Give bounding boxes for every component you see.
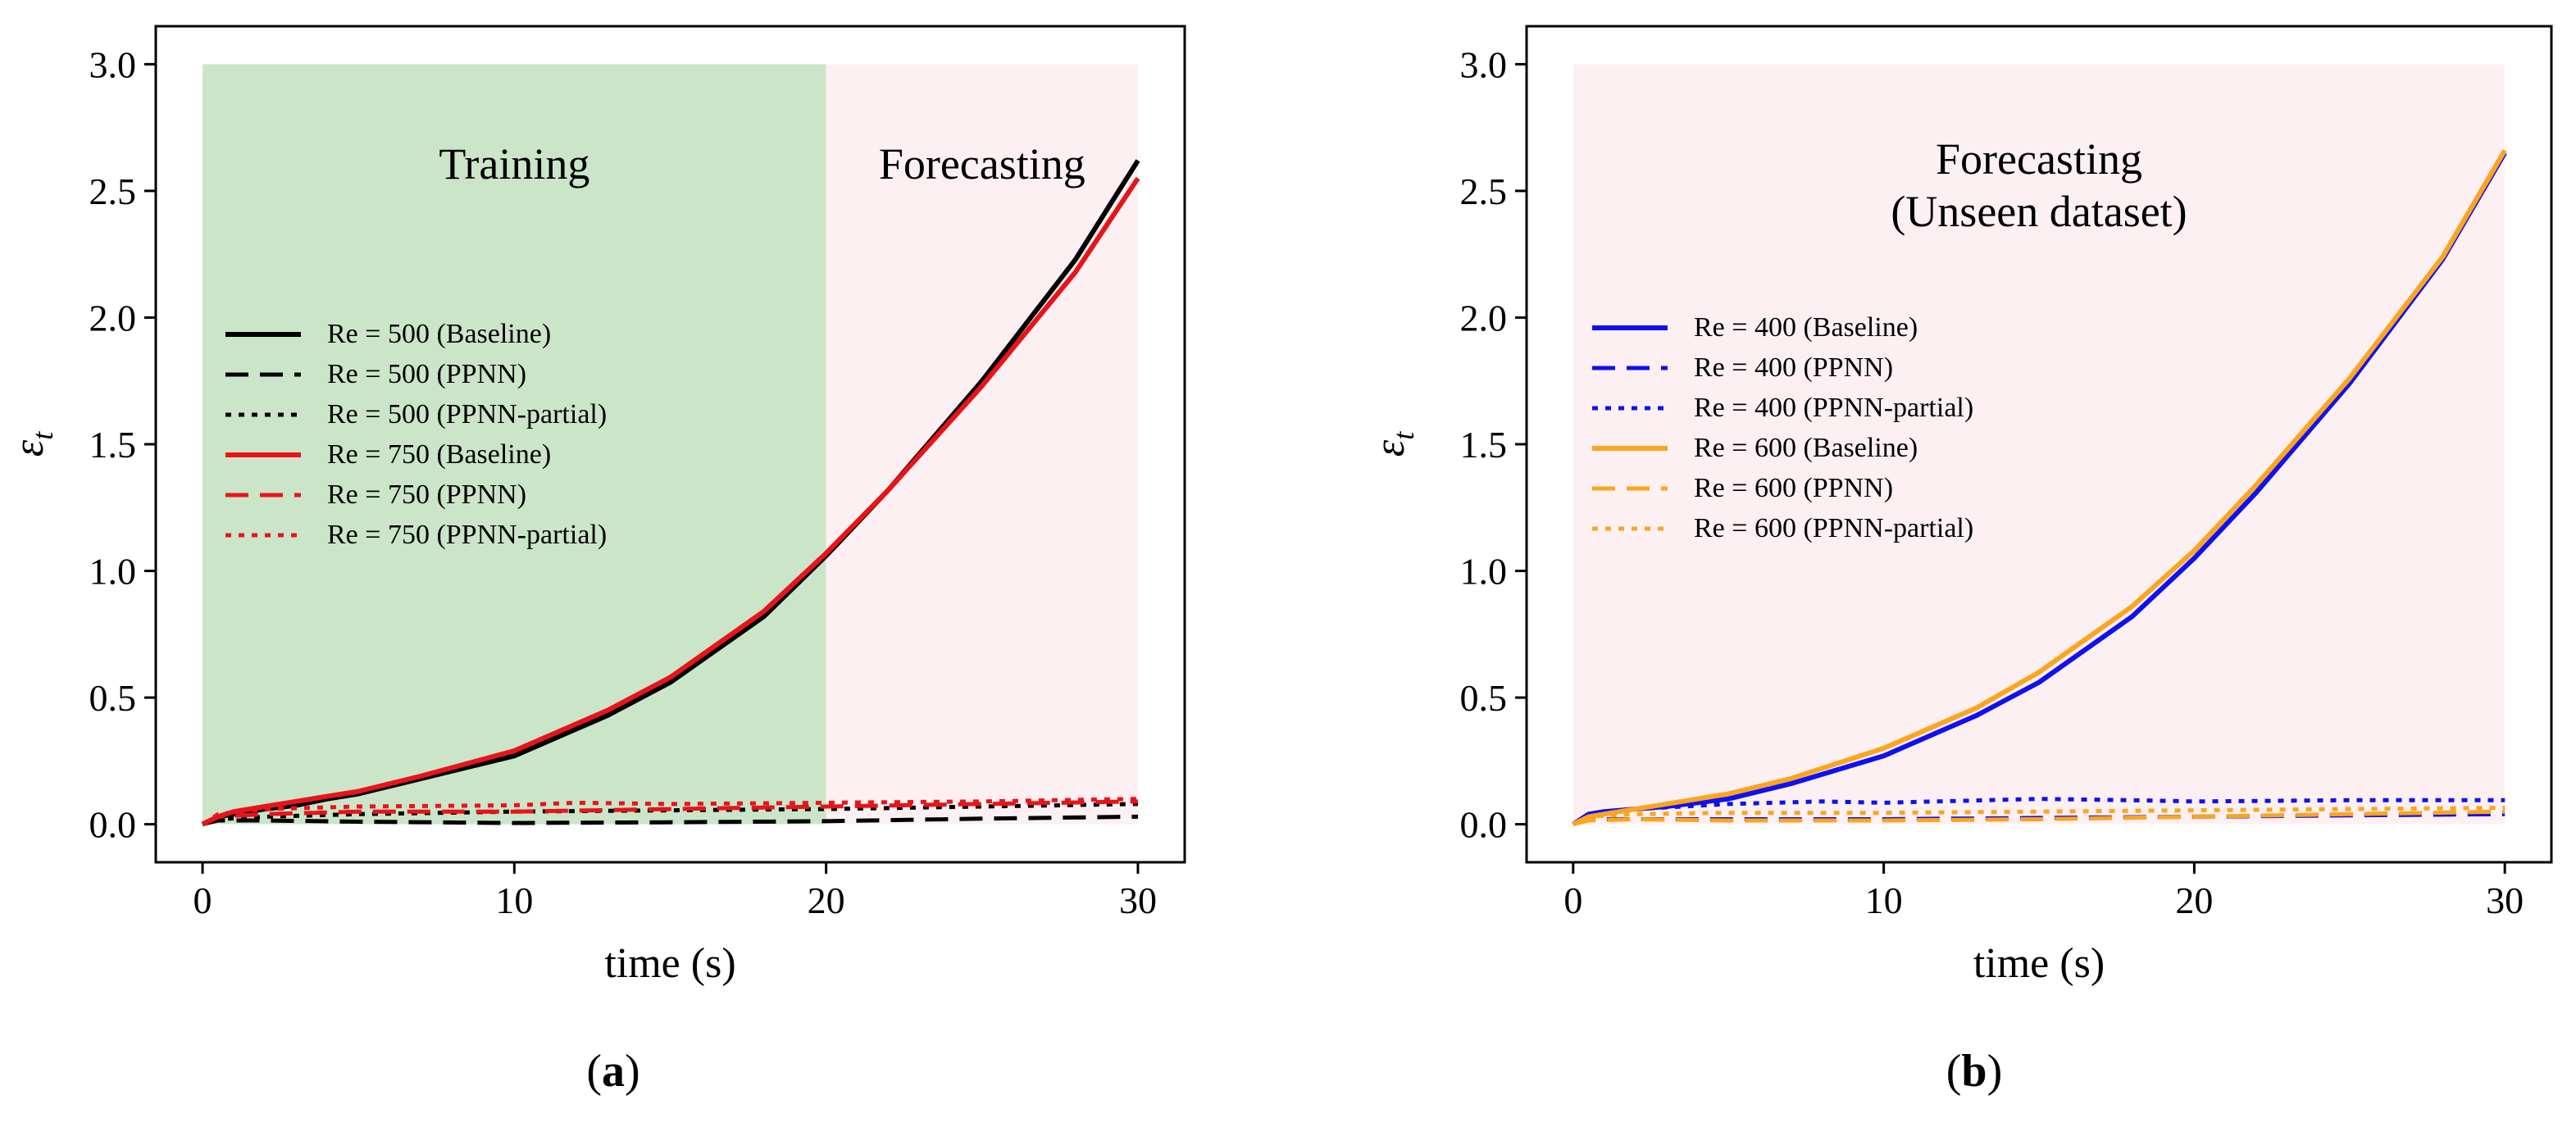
x-tick-label: 10	[495, 879, 533, 921]
legend-entry: Re = 600 (PPNN)	[1694, 473, 1893, 503]
region-0	[1572, 64, 2505, 825]
series-line-3	[1572, 148, 2507, 827]
y-tick-label: 0.5	[89, 677, 137, 719]
x-tick-label: 0	[193, 879, 212, 921]
y-axis-label: εt	[1367, 431, 1420, 457]
y-tick-label: 0.0	[89, 804, 137, 846]
panel-label: (a)	[586, 1046, 639, 1097]
region-label-0: Training	[439, 139, 589, 189]
series-line-4	[1572, 809, 2505, 827]
legend-entry: Re = 600 (PPNN-partial)	[1694, 513, 1973, 543]
legend-entry: Re = 400 (Baseline)	[1694, 312, 1918, 343]
x-tick-label: 20	[808, 879, 845, 921]
y-tick-label: 3.0	[1460, 43, 1508, 85]
legend-entry: Re = 400 (PPNN)	[1694, 352, 1893, 383]
legend-entry: Re = 750 (PPNN)	[327, 479, 526, 510]
region-0	[203, 64, 826, 825]
region-1	[826, 64, 1138, 825]
x-tick-label: 30	[1119, 879, 1157, 921]
legend-entry: Re = 600 (Baseline)	[1694, 433, 1918, 463]
y-tick-label: 2.0	[1460, 297, 1508, 339]
y-tick-label: 1.5	[1460, 424, 1508, 466]
panel-b: Forecasting(Unseen dataset) 0 10 20 30 0.0 0.5…	[1367, 25, 2553, 1097]
x-tick-label: 20	[2175, 879, 2213, 921]
y-tick-label: 2.0	[89, 297, 137, 339]
panel-a: Training Forecasting 0 10 20 30 0.0 0.5 1.0 1.5 2.…	[6, 25, 1186, 1097]
panel-label: (b)	[1946, 1046, 2002, 1097]
legend-entry: Re = 750 (PPNN-partial)	[327, 520, 607, 550]
y-axis-label: εt	[6, 431, 59, 457]
y-tick-label: 0.5	[1460, 677, 1508, 719]
y-tick-label: 1.0	[1460, 551, 1508, 593]
y-tick-label: 2.5	[1460, 170, 1508, 212]
y-tick-label: 0.0	[1460, 804, 1508, 846]
legend-entry: Re = 400 (PPNN-partial)	[1694, 393, 1973, 423]
region-label-0: Forecasting	[1936, 134, 2142, 184]
legend-entry: Re = 500 (Baseline)	[327, 319, 551, 349]
series-line-5	[1572, 806, 2505, 826]
y-tick-label: 2.5	[89, 170, 137, 212]
series-line-1	[202, 814, 1139, 827]
x-tick-label: 10	[1865, 879, 1903, 921]
x-axis-label: time (s)	[604, 940, 735, 987]
y-tick-label: 3.0	[89, 43, 137, 85]
x-axis-label: time (s)	[1973, 940, 2105, 987]
x-tick-label: 0	[1563, 879, 1582, 921]
x-tick-label: 30	[2486, 879, 2524, 921]
y-tick-label: 1.5	[89, 424, 137, 466]
region-label-1: Forecasting	[879, 139, 1085, 189]
series-line-4	[201, 799, 1139, 826]
series-line-5	[201, 797, 1139, 826]
y-tick-label: 1.0	[89, 551, 137, 593]
region-label-0-line2: (Unseen dataset)	[1891, 187, 2187, 236]
legend-entry: Re = 500 (PPNN-partial)	[327, 399, 607, 429]
legend-entry: Re = 500 (PPNN)	[327, 359, 526, 389]
legend-entry: Re = 750 (Baseline)	[327, 439, 551, 470]
